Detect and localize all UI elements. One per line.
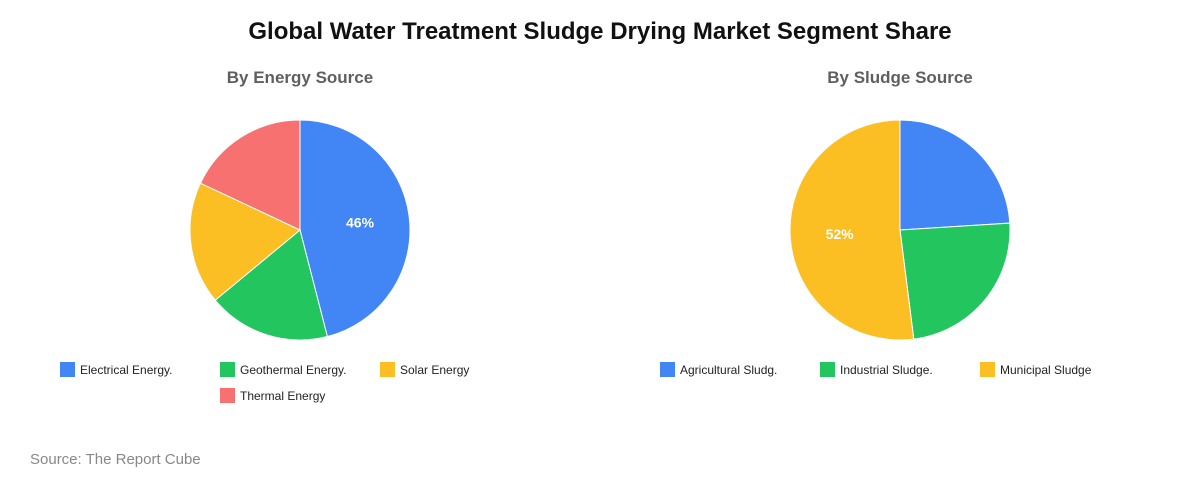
- pie-slice-thermal-energy[interactable]: [199, 119, 301, 231]
- pie-slice-geothermal-energy[interactable]: [214, 229, 328, 341]
- legend-label: Electrical Energy.: [80, 362, 173, 377]
- legend-industrial-sludge[interactable]: Industrial Sludge.: [820, 362, 933, 377]
- legend-swatch: [660, 362, 675, 377]
- legend-swatch: [380, 362, 395, 377]
- pie-slice-industrial-sludge[interactable]: [899, 222, 1011, 340]
- legend-swatch: [980, 362, 995, 377]
- legend-label: Agricultural Sludg.: [680, 362, 778, 377]
- legend-solar-energy[interactable]: Solar Energy: [380, 362, 469, 377]
- pie-slice-municipal-sludge[interactable]: [789, 119, 915, 341]
- pie-slice-solar-energy[interactable]: [189, 182, 301, 301]
- legend-agricultural-sludge[interactable]: Agricultural Sludg.: [660, 362, 777, 377]
- chart-title: Global Water Treatment Sludge Drying Mar…: [248, 18, 952, 45]
- sludge-pie-title: By Sludge Source: [827, 68, 973, 87]
- pie-slice-electrical-energy[interactable]: [299, 119, 411, 338]
- legend-swatch: [820, 362, 835, 377]
- legend-label: Geothermal Energy.: [240, 362, 347, 377]
- pie-data-label: 52%: [826, 226, 855, 242]
- legend-geothermal-energy[interactable]: Geothermal Energy.: [220, 362, 347, 377]
- legend-label: Industrial Sludge.: [840, 362, 933, 377]
- legend-swatch: [220, 388, 235, 403]
- legend-label: Thermal Energy: [240, 388, 326, 403]
- legend-thermal-energy[interactable]: Thermal Energy: [220, 388, 325, 403]
- source-note: Source: The Report Cube: [30, 451, 201, 468]
- sludge-source-pie: 52%: [789, 119, 1011, 341]
- legend-label: Solar Energy: [400, 362, 470, 377]
- legend-label: Municipal Sludge: [1000, 362, 1092, 377]
- energy-source-pie: 46%: [189, 119, 411, 341]
- pie-data-label: 46%: [346, 214, 375, 230]
- legend-municipal-sludge[interactable]: Municipal Sludge: [980, 362, 1091, 377]
- energy-pie-title: By Energy Source: [226, 68, 374, 87]
- legend-electrical-energy[interactable]: Electrical Energy.: [60, 362, 172, 377]
- legend-swatch: [60, 362, 75, 377]
- legend-swatch: [220, 362, 235, 377]
- pie-slice-agricultural-sludg[interactable]: [899, 119, 1011, 231]
